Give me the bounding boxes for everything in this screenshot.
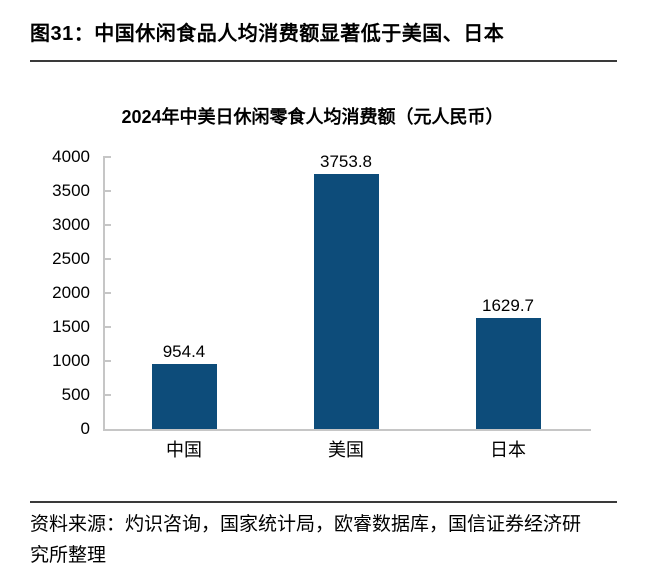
figure-caption: 图31：中国休闲食品人均消费额显著低于美国、日本 — [30, 23, 505, 45]
x-category-label: 中国 — [166, 440, 202, 460]
source-note: 资料来源：灼识咨询，国家统计局，欧睿数据库，国信证券经济研 究所整理 — [30, 509, 630, 571]
x-axis-line — [103, 429, 591, 431]
y-tick-mark — [103, 224, 111, 226]
bar — [313, 173, 379, 429]
y-tick-label: 2000 — [52, 283, 90, 302]
y-tick-mark — [103, 394, 111, 396]
y-tick-label: 1500 — [52, 317, 90, 336]
y-tick-label: 0 — [80, 419, 90, 438]
y-tick-label: 4000 — [52, 147, 90, 166]
bar — [151, 364, 217, 429]
bar-value-label: 954.4 — [162, 342, 206, 362]
y-axis-line — [103, 157, 105, 431]
y-tick-label: 2500 — [52, 249, 90, 268]
y-tick-mark — [103, 258, 111, 260]
bar-value-label: 3753.8 — [320, 151, 372, 171]
x-category-label: 美国 — [328, 440, 364, 460]
y-tick-label: 500 — [61, 385, 90, 404]
y-tick-label: 1000 — [52, 351, 90, 370]
chart-title: 2024年中美日休闲零食人均消费额（元人民币） — [121, 107, 504, 127]
y-tick-mark — [103, 360, 111, 362]
source-line: 究所整理 — [30, 545, 107, 566]
y-tick-mark — [103, 292, 111, 294]
y-tick-mark — [103, 156, 111, 158]
x-category-label: 日本 — [490, 440, 526, 460]
top-divider — [30, 60, 617, 62]
source-line: 资料来源：灼识咨询，国家统计局，欧睿数据库，国信证券经济研 — [30, 514, 582, 535]
y-tick-mark — [103, 326, 111, 328]
bottom-divider — [30, 501, 617, 503]
y-tick-mark — [103, 190, 111, 192]
y-tick-label: 3500 — [52, 181, 90, 200]
bar-value-label: 1629.7 — [482, 296, 534, 316]
bar — [475, 318, 541, 429]
y-tick-label: 3000 — [52, 215, 90, 234]
